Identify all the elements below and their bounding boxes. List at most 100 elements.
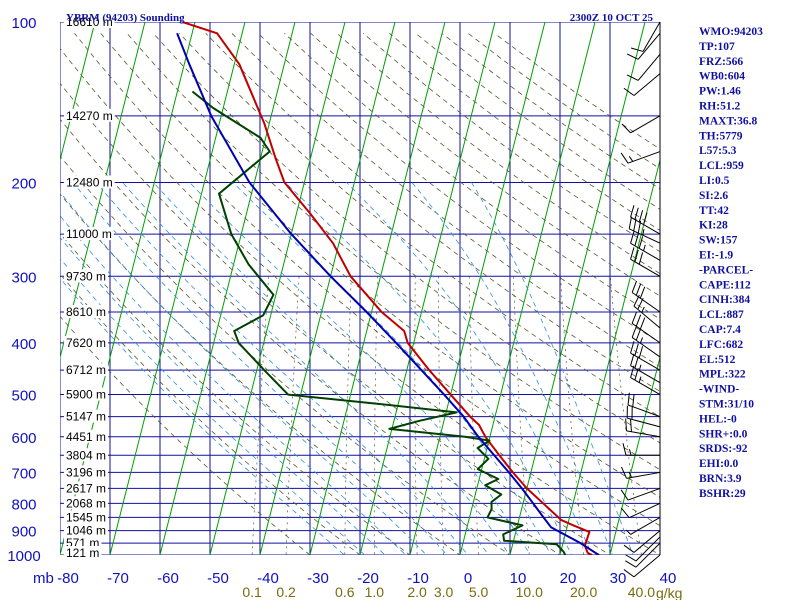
moist-adiabat <box>60 191 427 555</box>
height-label-background <box>64 448 108 462</box>
skewed-isotherm <box>159 22 296 555</box>
stability-index: SRDS:-92 <box>699 443 748 455</box>
pressure-tick-label: 900 <box>11 524 36 541</box>
mixing-ratio-tick-label: 20.0 <box>570 584 597 600</box>
mixing-ratio-line <box>513 276 530 555</box>
moist-adiabat <box>153 182 510 555</box>
wind-barb <box>630 353 661 384</box>
height-label-background <box>64 465 108 479</box>
mixing-ratio-tick-label: 5.0 <box>469 584 489 600</box>
dry-adiabat <box>310 33 660 297</box>
dry-adiabat <box>74 33 660 527</box>
mixing-ratio-line <box>373 276 378 555</box>
stability-index: TH:5779 <box>699 130 743 142</box>
wind-barb <box>626 32 661 60</box>
pressure-tick-label: 600 <box>11 430 36 447</box>
wind-barb <box>625 536 661 562</box>
stability-index: LCL:959 <box>699 160 744 172</box>
height-label: 4451 m <box>66 430 106 444</box>
wind-barb <box>631 311 661 344</box>
moist-adiabat <box>471 182 634 555</box>
height-label-background <box>64 536 102 550</box>
stability-index: LFC:682 <box>699 339 743 351</box>
stability-index: MAXT:36.8 <box>699 115 757 127</box>
wind-barbs <box>620 21 661 578</box>
height-label: 9730 m <box>66 269 106 283</box>
wind-barb <box>631 325 661 358</box>
skewed-isotherm <box>409 22 546 555</box>
wind-barb <box>623 73 661 96</box>
wind-barb <box>630 21 661 52</box>
temperature-tick-label: -60 <box>157 570 179 587</box>
temperature-tick-label: -20 <box>357 570 379 587</box>
skewed-isotherm <box>359 22 496 555</box>
height-label: 121 m <box>66 546 99 560</box>
skewed-isotherm <box>259 22 396 555</box>
mixing-ratio-tick-label: 1.0 <box>365 584 385 600</box>
dry-adiabat <box>60 193 461 555</box>
moist-adiabat <box>60 236 386 555</box>
pressure-tick-label: 500 <box>11 388 36 405</box>
stability-index: TT:42 <box>699 205 729 217</box>
temperature-tick-label: 40 <box>660 570 677 587</box>
dry-adiabat <box>152 33 660 444</box>
stability-index: CAP:7.4 <box>699 324 741 336</box>
stability-index: L57:5.3 <box>699 145 737 157</box>
skewed-isotherm <box>309 22 446 555</box>
temperature-tick-label: -70 <box>107 570 129 587</box>
wind-barb <box>621 115 661 134</box>
mixing-ratio-line <box>414 276 418 555</box>
temperature-tick-label: -10 <box>407 570 429 587</box>
mixing-ratio-line <box>560 276 584 555</box>
pressure-tick-label: 100 <box>11 15 36 32</box>
height-label-background <box>64 409 108 423</box>
skewed-isotherm <box>109 22 246 555</box>
dry-adiabat <box>60 82 611 555</box>
wind-barb <box>620 487 661 501</box>
mixing-ratio-tick-label: 0.6 <box>335 584 355 600</box>
stability-index: BRN:3.9 <box>699 473 742 485</box>
wind-barb <box>626 405 661 428</box>
wind-barb <box>620 151 661 164</box>
skewed-isotherm <box>60 22 96 163</box>
mixing-ratio-tick-label: 40.0 <box>628 584 655 600</box>
pressure-tick-label: 300 <box>11 269 36 286</box>
wind-barb <box>621 502 661 519</box>
wind-barb <box>622 443 660 456</box>
height-label-background <box>64 496 108 510</box>
height-label-background <box>64 523 108 537</box>
height-label: 3196 m <box>66 465 106 479</box>
wind-barb <box>621 466 661 479</box>
dry-adiabat <box>60 155 511 555</box>
wind-barb <box>631 280 661 313</box>
stability-index: -PARCEL- <box>699 264 753 276</box>
stability-index: CINH:384 <box>699 294 750 306</box>
wind-barb <box>630 205 661 235</box>
stability-index: KI:28 <box>699 220 728 232</box>
parcel-path <box>176 32 601 555</box>
height-label: 16610 m <box>66 15 113 29</box>
stability-index: SI:2.6 <box>699 190 728 202</box>
dry-adiabat <box>60 315 311 555</box>
wind-barb <box>630 341 661 371</box>
wind-barb <box>630 247 661 277</box>
mixing-ratio-line <box>438 276 444 555</box>
temperature-tick-label: 0 <box>464 570 472 587</box>
height-label-background <box>64 304 108 318</box>
height-label-background <box>64 269 108 283</box>
height-label-background <box>64 481 108 495</box>
mixing-ratio-line <box>610 276 642 555</box>
stability-index: STM:31/10 <box>699 399 754 411</box>
stability-index: RH:51.2 <box>699 101 740 113</box>
valid-time: 2300Z 10 OCT 25 <box>570 12 654 24</box>
temperature-tick-label: 30 <box>610 570 627 587</box>
stability-index: LCL:887 <box>699 309 744 321</box>
dewpoint-profile <box>191 90 567 555</box>
dry-adiabat <box>126 33 660 471</box>
height-label: 14270 m <box>66 109 113 123</box>
mixing-ratio-tick-label: 0.1 <box>242 584 262 600</box>
height-label: 2068 m <box>66 496 106 510</box>
skewed-isotherm <box>60 22 146 360</box>
wind-barb <box>623 530 661 553</box>
